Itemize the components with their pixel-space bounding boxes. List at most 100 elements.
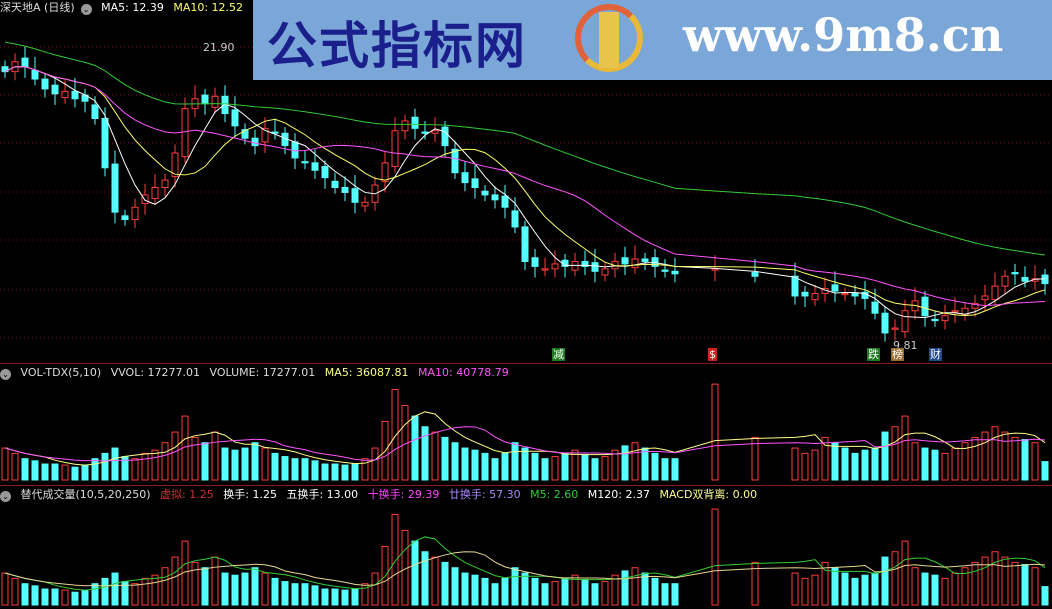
volume-bar-down bbox=[531, 452, 539, 481]
volume-bar-down bbox=[51, 463, 59, 481]
turnover-bar-up bbox=[821, 561, 829, 606]
chevron-down-icon[interactable]: ⌄ bbox=[0, 491, 11, 502]
turnover-bar-down bbox=[31, 585, 39, 606]
turnover-bar-down bbox=[481, 577, 489, 606]
turnover-bar-up bbox=[551, 581, 559, 606]
volume-value: VOLUME: 17277.01 bbox=[209, 366, 316, 379]
ma5-value: MA5: 12.39 bbox=[101, 1, 164, 14]
volume-bar-down bbox=[201, 442, 209, 481]
volume-bar-down bbox=[341, 464, 349, 481]
turnover-bar-up bbox=[981, 556, 989, 606]
turnover-bar-down bbox=[581, 578, 589, 606]
candle-down bbox=[351, 188, 359, 203]
volume-bar-up bbox=[821, 436, 829, 481]
volume-bar-down bbox=[841, 447, 849, 481]
volume-bar-up bbox=[961, 442, 969, 481]
turnover-bar-down bbox=[531, 577, 539, 606]
volume-bar-down bbox=[831, 442, 839, 481]
volume-bar-down bbox=[511, 442, 519, 481]
turnover-bar-up bbox=[961, 567, 969, 606]
candle-down bbox=[481, 190, 489, 196]
volume-bar-down bbox=[111, 447, 119, 481]
chevron-down-icon[interactable]: ⌄ bbox=[80, 4, 92, 15]
candle-down bbox=[491, 194, 499, 201]
marker-bang[interactable]: 榜 bbox=[891, 348, 904, 361]
volume-bar-down bbox=[851, 452, 859, 481]
volume-bar-down bbox=[81, 464, 89, 481]
volume-bar-up bbox=[951, 447, 959, 481]
candle-down bbox=[521, 226, 529, 262]
ma5-line bbox=[4, 66, 1046, 319]
candle-up bbox=[551, 263, 559, 270]
turnover-bar-down bbox=[331, 588, 339, 606]
watermark-url: www.9m8.cn bbox=[683, 8, 1004, 62]
turnover-bar-down bbox=[281, 581, 289, 606]
volume-bar-down bbox=[291, 458, 299, 481]
chevron-down-icon[interactable]: ⌄ bbox=[0, 369, 11, 380]
pane-divider bbox=[0, 363, 1052, 364]
high-label: 21.90 bbox=[203, 41, 235, 54]
turnover-bar-up bbox=[151, 574, 159, 606]
turnover-bar-down bbox=[201, 567, 209, 606]
volume-bar-down bbox=[271, 452, 279, 481]
turnover-bar-down bbox=[111, 572, 119, 606]
ma10-line bbox=[4, 66, 1046, 317]
volume-bar-up bbox=[891, 426, 899, 481]
candle-up bbox=[391, 130, 399, 168]
volume-bar-up bbox=[991, 426, 999, 481]
vol-name: VOL-TDX(5,10) bbox=[20, 366, 102, 379]
virtual-value: 虚拟: 1.25 bbox=[160, 488, 214, 501]
candle-up bbox=[381, 162, 389, 182]
marker-dollar[interactable]: $ bbox=[708, 348, 717, 361]
turnover-bar-up bbox=[571, 574, 579, 606]
turnover-bar-down bbox=[241, 572, 249, 606]
volume-bar-down bbox=[641, 447, 649, 481]
volume-bar-down bbox=[91, 458, 99, 481]
turnover-bar-up bbox=[61, 589, 69, 606]
turnover-bar-up bbox=[751, 561, 759, 606]
turnover-bar-down bbox=[521, 572, 529, 606]
candle-down bbox=[791, 275, 799, 297]
turnover-bar-up bbox=[791, 572, 799, 606]
turnover-bar-up bbox=[801, 577, 809, 606]
turnover-bar-down bbox=[341, 589, 349, 606]
candle-up bbox=[631, 258, 639, 269]
candle-down bbox=[231, 109, 239, 127]
turnover-bar-down bbox=[51, 588, 59, 606]
marker-cai[interactable]: 财 bbox=[929, 348, 942, 361]
volume-bar-up bbox=[371, 447, 379, 481]
volume-bar-up bbox=[611, 449, 619, 481]
candle-up bbox=[601, 268, 609, 276]
candle-down bbox=[921, 296, 929, 317]
vol-ma10-value: MA10: 40778.79 bbox=[418, 366, 509, 379]
turnover-bar-down bbox=[541, 583, 549, 606]
volume-bar-down bbox=[1021, 439, 1029, 481]
turnover-bar-up bbox=[1011, 561, 1019, 606]
candle-up bbox=[171, 152, 179, 177]
volume-bar-down bbox=[671, 458, 679, 481]
candle-down bbox=[881, 312, 889, 334]
turn20-value: 廿换手: 57.30 bbox=[448, 488, 521, 501]
candle-down bbox=[511, 210, 519, 228]
turnover-bar-up bbox=[1001, 556, 1009, 606]
volume-bar-up bbox=[261, 447, 269, 481]
marker-die[interactable]: 跌 bbox=[867, 348, 880, 361]
volume-bar-down bbox=[1041, 461, 1049, 481]
candle-up bbox=[161, 179, 169, 189]
turnover-bar-up bbox=[811, 574, 819, 606]
volume-ma10-line bbox=[4, 426, 1046, 462]
price-header: 深天地A (日线)⌄ MA5: 12.39 MA10: 12.52 MA bbox=[0, 1, 276, 15]
pane-divider bbox=[0, 485, 1052, 486]
volume-bar-up bbox=[551, 456, 559, 481]
marker-jian[interactable]: 减 bbox=[552, 348, 565, 361]
turnover-bar-up bbox=[171, 556, 179, 606]
m120-value: M120: 2.37 bbox=[587, 488, 650, 501]
volume-bar-down bbox=[231, 449, 239, 481]
turnover-bar-down bbox=[221, 572, 229, 606]
turnover-bar-up bbox=[431, 556, 439, 606]
m5-value: M5: 2.60 bbox=[530, 488, 579, 501]
candle-down bbox=[241, 129, 249, 139]
stock-title: 深天地A (日线) bbox=[0, 1, 75, 14]
volume-bar-down bbox=[461, 447, 469, 481]
candle-down bbox=[111, 163, 119, 213]
